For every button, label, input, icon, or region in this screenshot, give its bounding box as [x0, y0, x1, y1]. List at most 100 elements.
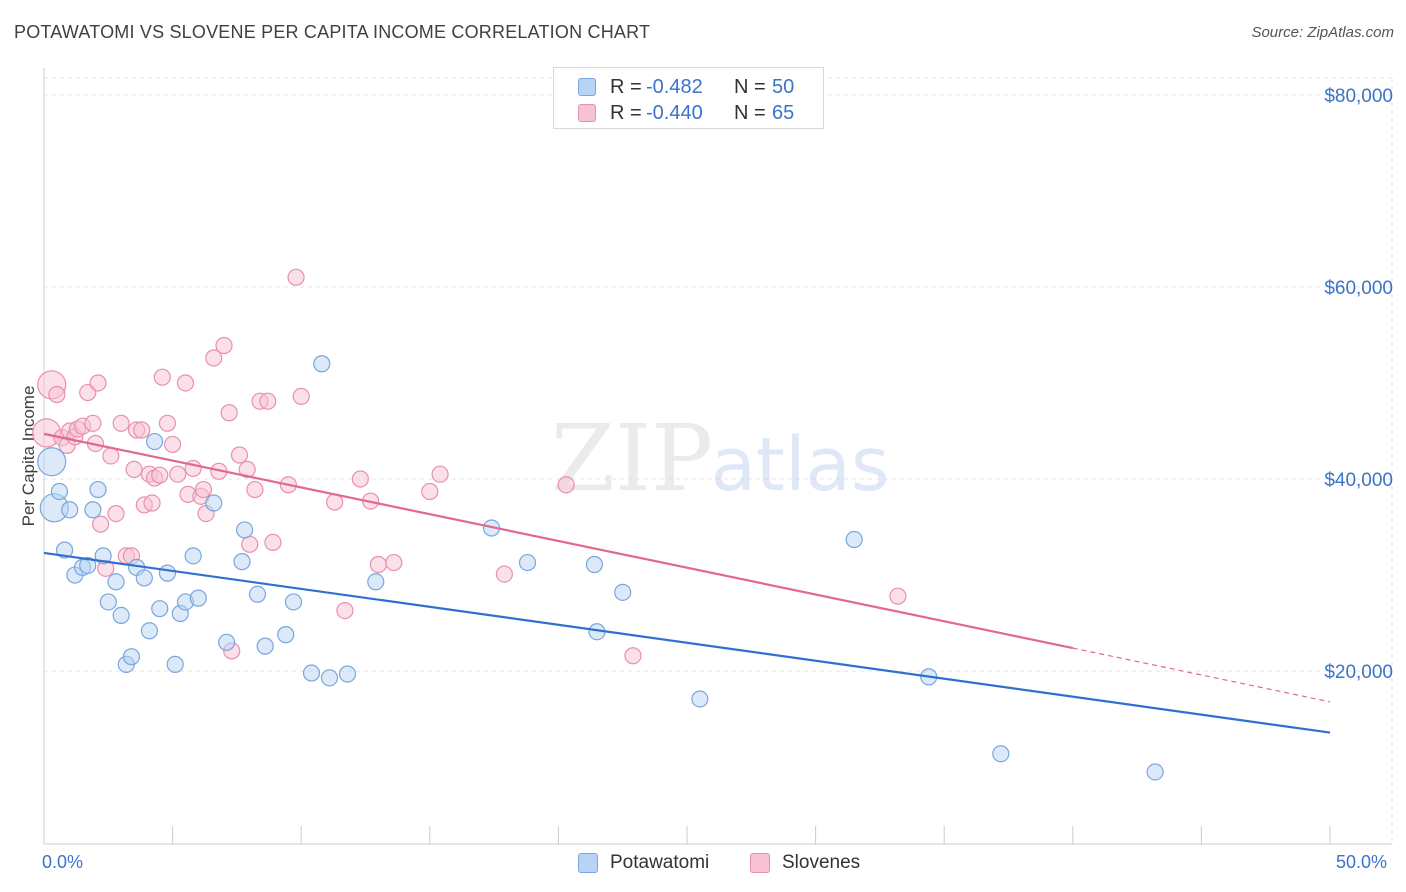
potawatomi-point [691, 690, 709, 708]
potawatomi-point [140, 622, 159, 640]
y-tick-label: $20,000 [1324, 662, 1393, 683]
trend-line-slovenes-extension [1072, 647, 1331, 703]
x-min-label: 0.0% [42, 852, 84, 872]
legend-r-label: R = [610, 101, 642, 124]
potawatomi-point [99, 593, 117, 611]
chart-title: POTAWATOMI VS SLOVENE PER CAPITA INCOME … [14, 22, 651, 42]
legend-row-potawatomi: R = -0.482 N = 50 [578, 75, 794, 99]
y-tick-labels: $20,000 $40,000 $60,000 $80,000 [1324, 86, 1393, 683]
slovenes-point [287, 268, 305, 286]
potawatomi-point [55, 541, 74, 559]
potawatomi-point [992, 745, 1010, 763]
potawatomi-point [89, 480, 107, 499]
y-tick-label: $60,000 [1324, 278, 1393, 299]
legend-n-value: 50 [772, 75, 795, 98]
y-tick-label: $80,000 [1324, 86, 1393, 107]
legend-n-label: N = [734, 101, 766, 124]
potawatomi-point [248, 585, 267, 603]
potawatomi-point [145, 432, 164, 451]
slovenes-point [624, 647, 642, 665]
potawatomi-point [585, 555, 604, 574]
slovenes-point [238, 460, 256, 479]
slovenes-point [158, 414, 177, 432]
potawatomi-point [122, 648, 141, 666]
slovenes-point [495, 565, 513, 583]
slovenes-point [431, 465, 449, 483]
slovenes-point [889, 587, 907, 605]
potawatomi-point [112, 606, 130, 625]
slovenes-point [246, 480, 264, 499]
trend-line-potawatomi [43, 551, 1331, 734]
slovenes-point [194, 480, 213, 499]
potawatomi-point [1146, 763, 1164, 781]
slovenes-point [153, 368, 171, 386]
potawatomi-point [338, 665, 357, 683]
legend-r-label: R = [610, 75, 642, 98]
legend-label-slovenes: Slovenes [782, 852, 861, 873]
source-label: Source: ZipAtlas.com [1251, 24, 1394, 41]
slovenes-point [215, 336, 233, 355]
potawatomi-point [135, 569, 153, 587]
potawatomi-point [284, 593, 303, 611]
slovenes-point [89, 374, 107, 392]
potawatomi-point [233, 553, 251, 571]
potawatomi-point [84, 501, 102, 519]
slovenes-point [220, 404, 238, 422]
slovenes-point [125, 460, 143, 479]
slovenes-point [369, 555, 387, 574]
slovenes-point [336, 601, 354, 620]
slovenes-point [264, 533, 282, 552]
potawatomi-point [205, 494, 223, 512]
potawatomi-point [236, 521, 254, 539]
potawatomi-point [50, 482, 69, 501]
legend-swatch-slovenes [578, 104, 596, 122]
potawatomi-point [277, 626, 295, 644]
potawatomi-point [79, 556, 97, 575]
legend-n-label: N = [734, 75, 766, 98]
slovenes-point [385, 553, 403, 572]
potawatomi-point [256, 637, 274, 655]
potawatomi-point [184, 547, 202, 565]
slovenes-point [133, 421, 151, 439]
slovenes-point [259, 392, 277, 410]
potawatomi-point [518, 553, 537, 572]
legend-item-potawatomi[interactable]: Potawatomi [578, 852, 709, 874]
slovenes-point [169, 465, 187, 483]
legend-swatch-potawatomi [578, 853, 598, 873]
series-slovenes [31, 268, 907, 665]
potawatomi-point [845, 530, 863, 549]
x-max-label: 50.0% [1336, 852, 1388, 872]
watermark-zip: ZIP [551, 405, 713, 512]
slovenes-point [143, 494, 161, 512]
potawatomi-point [302, 664, 321, 682]
legend-item-slovenes[interactable]: Slovenes [750, 852, 860, 874]
slovenes-point [91, 515, 110, 533]
legend-r-value: -0.482 [646, 75, 703, 98]
trend-line-slovenes [43, 432, 1074, 650]
slovenes-point [241, 535, 259, 553]
potawatomi-point [218, 633, 236, 651]
potawatomi-point [313, 355, 331, 373]
slovenes-point [84, 414, 102, 432]
potawatomi-point [37, 447, 67, 477]
potawatomi-point [189, 589, 207, 607]
potawatomi-point [158, 564, 177, 582]
series-legend: Potawatomi Slovenes [0, 852, 1406, 876]
y-axis-label: Per Capita Income [19, 386, 38, 527]
legend-label-potawatomi: Potawatomi [610, 852, 710, 873]
slovenes-point [164, 435, 182, 454]
potawatomi-point [320, 669, 339, 687]
slovenes-point [151, 466, 169, 484]
potawatomi-point [367, 573, 385, 591]
slovenes-point [557, 476, 575, 494]
potawatomi-point [166, 655, 184, 673]
legend-swatch-potawatomi [578, 78, 596, 96]
legend-row-slovenes: R = -0.440 N = 65 [578, 101, 794, 125]
slovenes-point [112, 414, 130, 432]
slovenes-point [351, 470, 369, 488]
slovenes-point [205, 349, 223, 367]
correlation-legend: R = -0.482 N = 50 R = -0.440 N = 65 [553, 67, 824, 129]
slovenes-point [421, 482, 439, 501]
potawatomi-point [107, 573, 125, 591]
